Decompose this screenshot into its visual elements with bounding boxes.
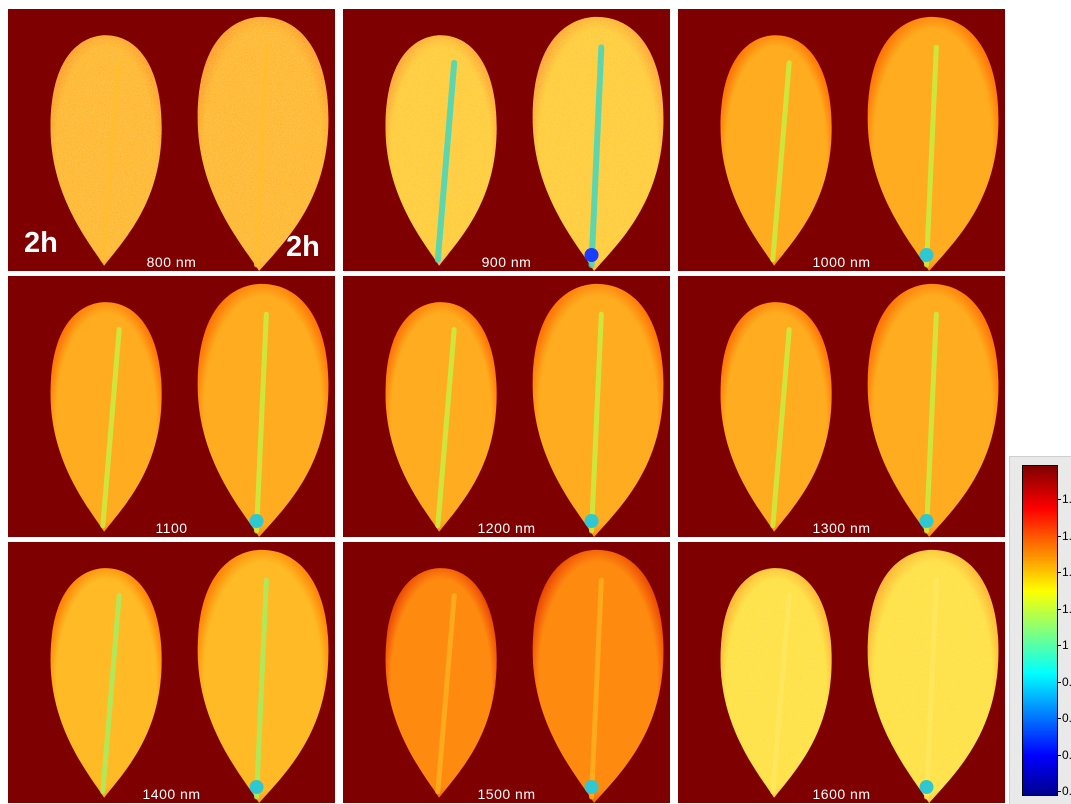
leaf-midrib [434, 59, 458, 263]
colorbar-gradient [1022, 465, 1058, 796]
leaf-midrib [924, 311, 939, 534]
panel-1500nm: 1500 nm [343, 542, 670, 803]
leaf-midrib [254, 311, 269, 534]
colorbar-tick [1057, 499, 1061, 500]
petiole-spot [584, 780, 599, 794]
petiole-spot [919, 780, 934, 794]
leaf-midrib [924, 44, 939, 268]
leaf-midrib [770, 327, 792, 529]
colorbar-tick-label: 0.7 [1062, 747, 1071, 762]
leaf-midrib [924, 577, 939, 800]
panel-900nm: 900 nm [343, 9, 670, 271]
petiole-spot [584, 248, 599, 262]
leaf-image [50, 549, 329, 803]
wavelength-label: 900 nm [481, 254, 532, 270]
leaf-left [720, 302, 832, 532]
leaf-image [385, 16, 664, 271]
leaf-image [50, 16, 329, 271]
colorbar-tick [1057, 754, 1061, 756]
leaf-midrib [589, 311, 604, 534]
colorbar-tick-label: 1.1 [1062, 601, 1071, 616]
colorbar-tick [1057, 535, 1061, 537]
leaf-midrib [435, 327, 457, 529]
leaf-midrib [254, 577, 269, 800]
wavelength-label: 1200 nm [477, 520, 536, 536]
leaf-midrib [435, 593, 457, 795]
colorbar-tick [1057, 608, 1061, 610]
time-tag-right: 2h [286, 231, 320, 263]
wavelength-label: 1500 nm [477, 786, 536, 802]
colorbar-tick [1057, 718, 1061, 719]
leaf-midrib [588, 44, 605, 268]
petiole-spot [249, 780, 264, 794]
colorbar: 1.4 1.3 1.2 1.1 1 0.9 0.8 0.7 0.6 [1009, 456, 1071, 804]
leaf-midrib [589, 577, 604, 800]
panel-1400nm: 1400 nm [8, 542, 335, 803]
colorbar-tick-label: 1 [1062, 638, 1069, 652]
leaf-left [720, 568, 832, 798]
wavelength-image-grid: 2h 2h 800 nm 900 nm 1000 nm 1100 1200 nm… [8, 9, 1005, 803]
petiole-spot [919, 248, 934, 262]
colorbar-tick [1057, 681, 1061, 683]
leaf-midrib [254, 44, 269, 268]
wavelength-label: 1300 nm [812, 520, 871, 536]
petiole-spot [919, 514, 934, 528]
leaf-image [720, 549, 999, 803]
colorbar-tick [1057, 572, 1061, 573]
wavelength-label: 800 nm [146, 254, 197, 270]
colorbar-tick-label: 0.6 [1062, 784, 1071, 798]
leaf-image [385, 283, 664, 537]
leaf-left [385, 568, 497, 798]
wavelength-label: 1400 nm [142, 786, 201, 802]
leaf-image [385, 549, 664, 803]
colorbar-tick-label: 0.9 [1062, 674, 1071, 689]
leaf-midrib [770, 60, 792, 263]
colorbar-tick [1057, 791, 1061, 792]
panel-1200nm: 1200 nm [343, 276, 670, 537]
panel-1100nm: 1100 [8, 276, 335, 537]
leaf-midrib [100, 593, 122, 795]
leaf-left [50, 568, 162, 798]
wavelength-label: 1000 nm [812, 254, 871, 270]
time-tag-left: 2h [24, 227, 58, 259]
colorbar-tick-label: 1.3 [1062, 528, 1071, 543]
panel-1000nm: 1000 nm [678, 9, 1005, 271]
leaf-midrib [100, 327, 122, 529]
leaf-image [720, 283, 999, 537]
leaf-image [50, 283, 329, 537]
leaf-left [50, 302, 162, 532]
petiole-spot [584, 514, 599, 528]
colorbar-tick-label: 1.4 [1062, 492, 1071, 506]
panel-800nm: 2h 2h 800 nm [8, 9, 335, 271]
wavelength-label: 1100 [155, 520, 188, 536]
colorbar-tick [1057, 645, 1061, 646]
leaf-left [720, 35, 832, 266]
leaf-left [385, 302, 497, 532]
wavelength-label: 1600 nm [812, 786, 871, 802]
panel-1300nm: 1300 nm [678, 276, 1005, 537]
leaf-left [50, 35, 162, 266]
leaf-left [385, 35, 497, 266]
petiole-spot [249, 514, 264, 528]
leaf-midrib [770, 593, 792, 795]
colorbar-tick-label: 1.2 [1062, 565, 1071, 579]
panel-1600nm: 1600 nm [678, 542, 1005, 803]
leaf-image [720, 16, 999, 271]
leaf-midrib [100, 60, 122, 263]
colorbar-tick-label: 0.8 [1062, 711, 1071, 725]
